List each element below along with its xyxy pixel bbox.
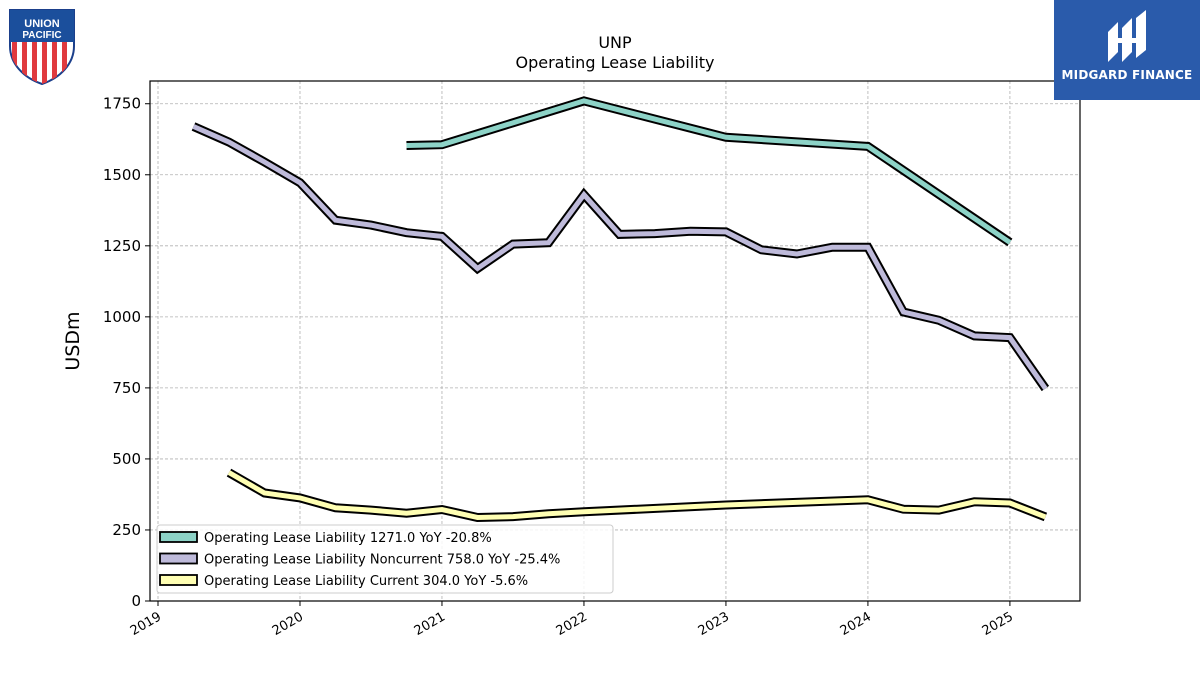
grid <box>150 81 1080 602</box>
legend-entry: Operating Lease Liability 1271.0 YoY -20… <box>204 531 492 546</box>
midgard-finance-label: MIDGARD FINANCE <box>1061 68 1193 82</box>
chart-title: UNP <box>598 33 632 52</box>
series-line <box>192 124 1048 390</box>
x-tick-label: 2019 <box>128 609 164 639</box>
x-tick-label: 2024 <box>838 609 874 639</box>
legend-box <box>156 524 614 594</box>
series-line-outline <box>191 122 1050 392</box>
legend: Operating Lease Liability 1271.0 YoY -20… <box>156 524 614 594</box>
x-tick-label: 2025 <box>980 609 1016 639</box>
chart-subtitle: Operating Lease Liability <box>515 53 714 72</box>
y-tick-label: 500 <box>112 450 141 468</box>
y-tick-label: 1250 <box>103 237 141 255</box>
x-tick-label: 2023 <box>696 609 732 639</box>
y-tick-label: 1750 <box>103 95 141 113</box>
legend-swatch <box>159 574 198 586</box>
y-tick-label: 250 <box>112 521 141 539</box>
legend-swatch <box>159 531 198 543</box>
y-tick-label: 0 <box>131 592 141 610</box>
series-line <box>406 98 1012 245</box>
midgard-finance-logo: MIDGARD FINANCE <box>1054 0 1200 100</box>
y-tick-label: 1000 <box>103 308 141 326</box>
plot-frame <box>149 80 1081 602</box>
y-axis-label: USDm <box>62 311 84 370</box>
union-pacific-logo: UNION PACIFIC <box>6 8 78 90</box>
y-tick-label: 1500 <box>103 166 141 184</box>
y-tick-label: 750 <box>112 379 141 397</box>
x-tick-label: 2020 <box>270 609 306 639</box>
x-tick-label: 2022 <box>554 609 590 639</box>
legend-entry: Operating Lease Liability Noncurrent 758… <box>204 553 560 568</box>
legend-swatch <box>159 552 198 565</box>
logo-text-pacific: PACIFIC <box>22 30 61 41</box>
x-tick-label: 2021 <box>412 609 448 639</box>
logo-text-union: UNION <box>24 18 60 30</box>
midgard-finance-logo-icon <box>1104 8 1152 72</box>
legend-entry: Operating Lease Liability Current 304.0 … <box>204 574 528 589</box>
union-pacific-shield-icon: UNION PACIFIC <box>9 9 75 86</box>
series-line <box>227 470 1047 521</box>
series-lines <box>191 96 1050 523</box>
series-line-outline <box>406 96 1013 247</box>
